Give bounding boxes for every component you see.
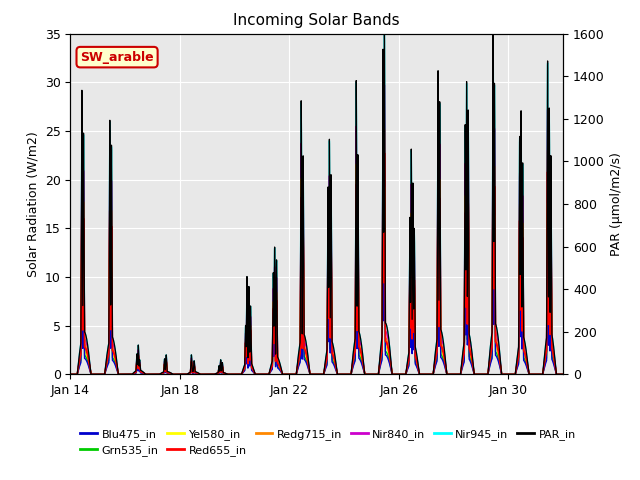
Y-axis label: Solar Radiation (W/m2): Solar Radiation (W/m2) [26,131,39,277]
Text: SW_arable: SW_arable [80,51,154,64]
Y-axis label: PAR (μmol/m2/s): PAR (μmol/m2/s) [611,152,623,256]
Title: Incoming Solar Bands: Incoming Solar Bands [234,13,400,28]
Legend: Blu475_in, Grn535_in, Yel580_in, Red655_in, Redg715_in, Nir840_in, Nir945_in, PA: Blu475_in, Grn535_in, Yel580_in, Red655_… [76,424,580,460]
